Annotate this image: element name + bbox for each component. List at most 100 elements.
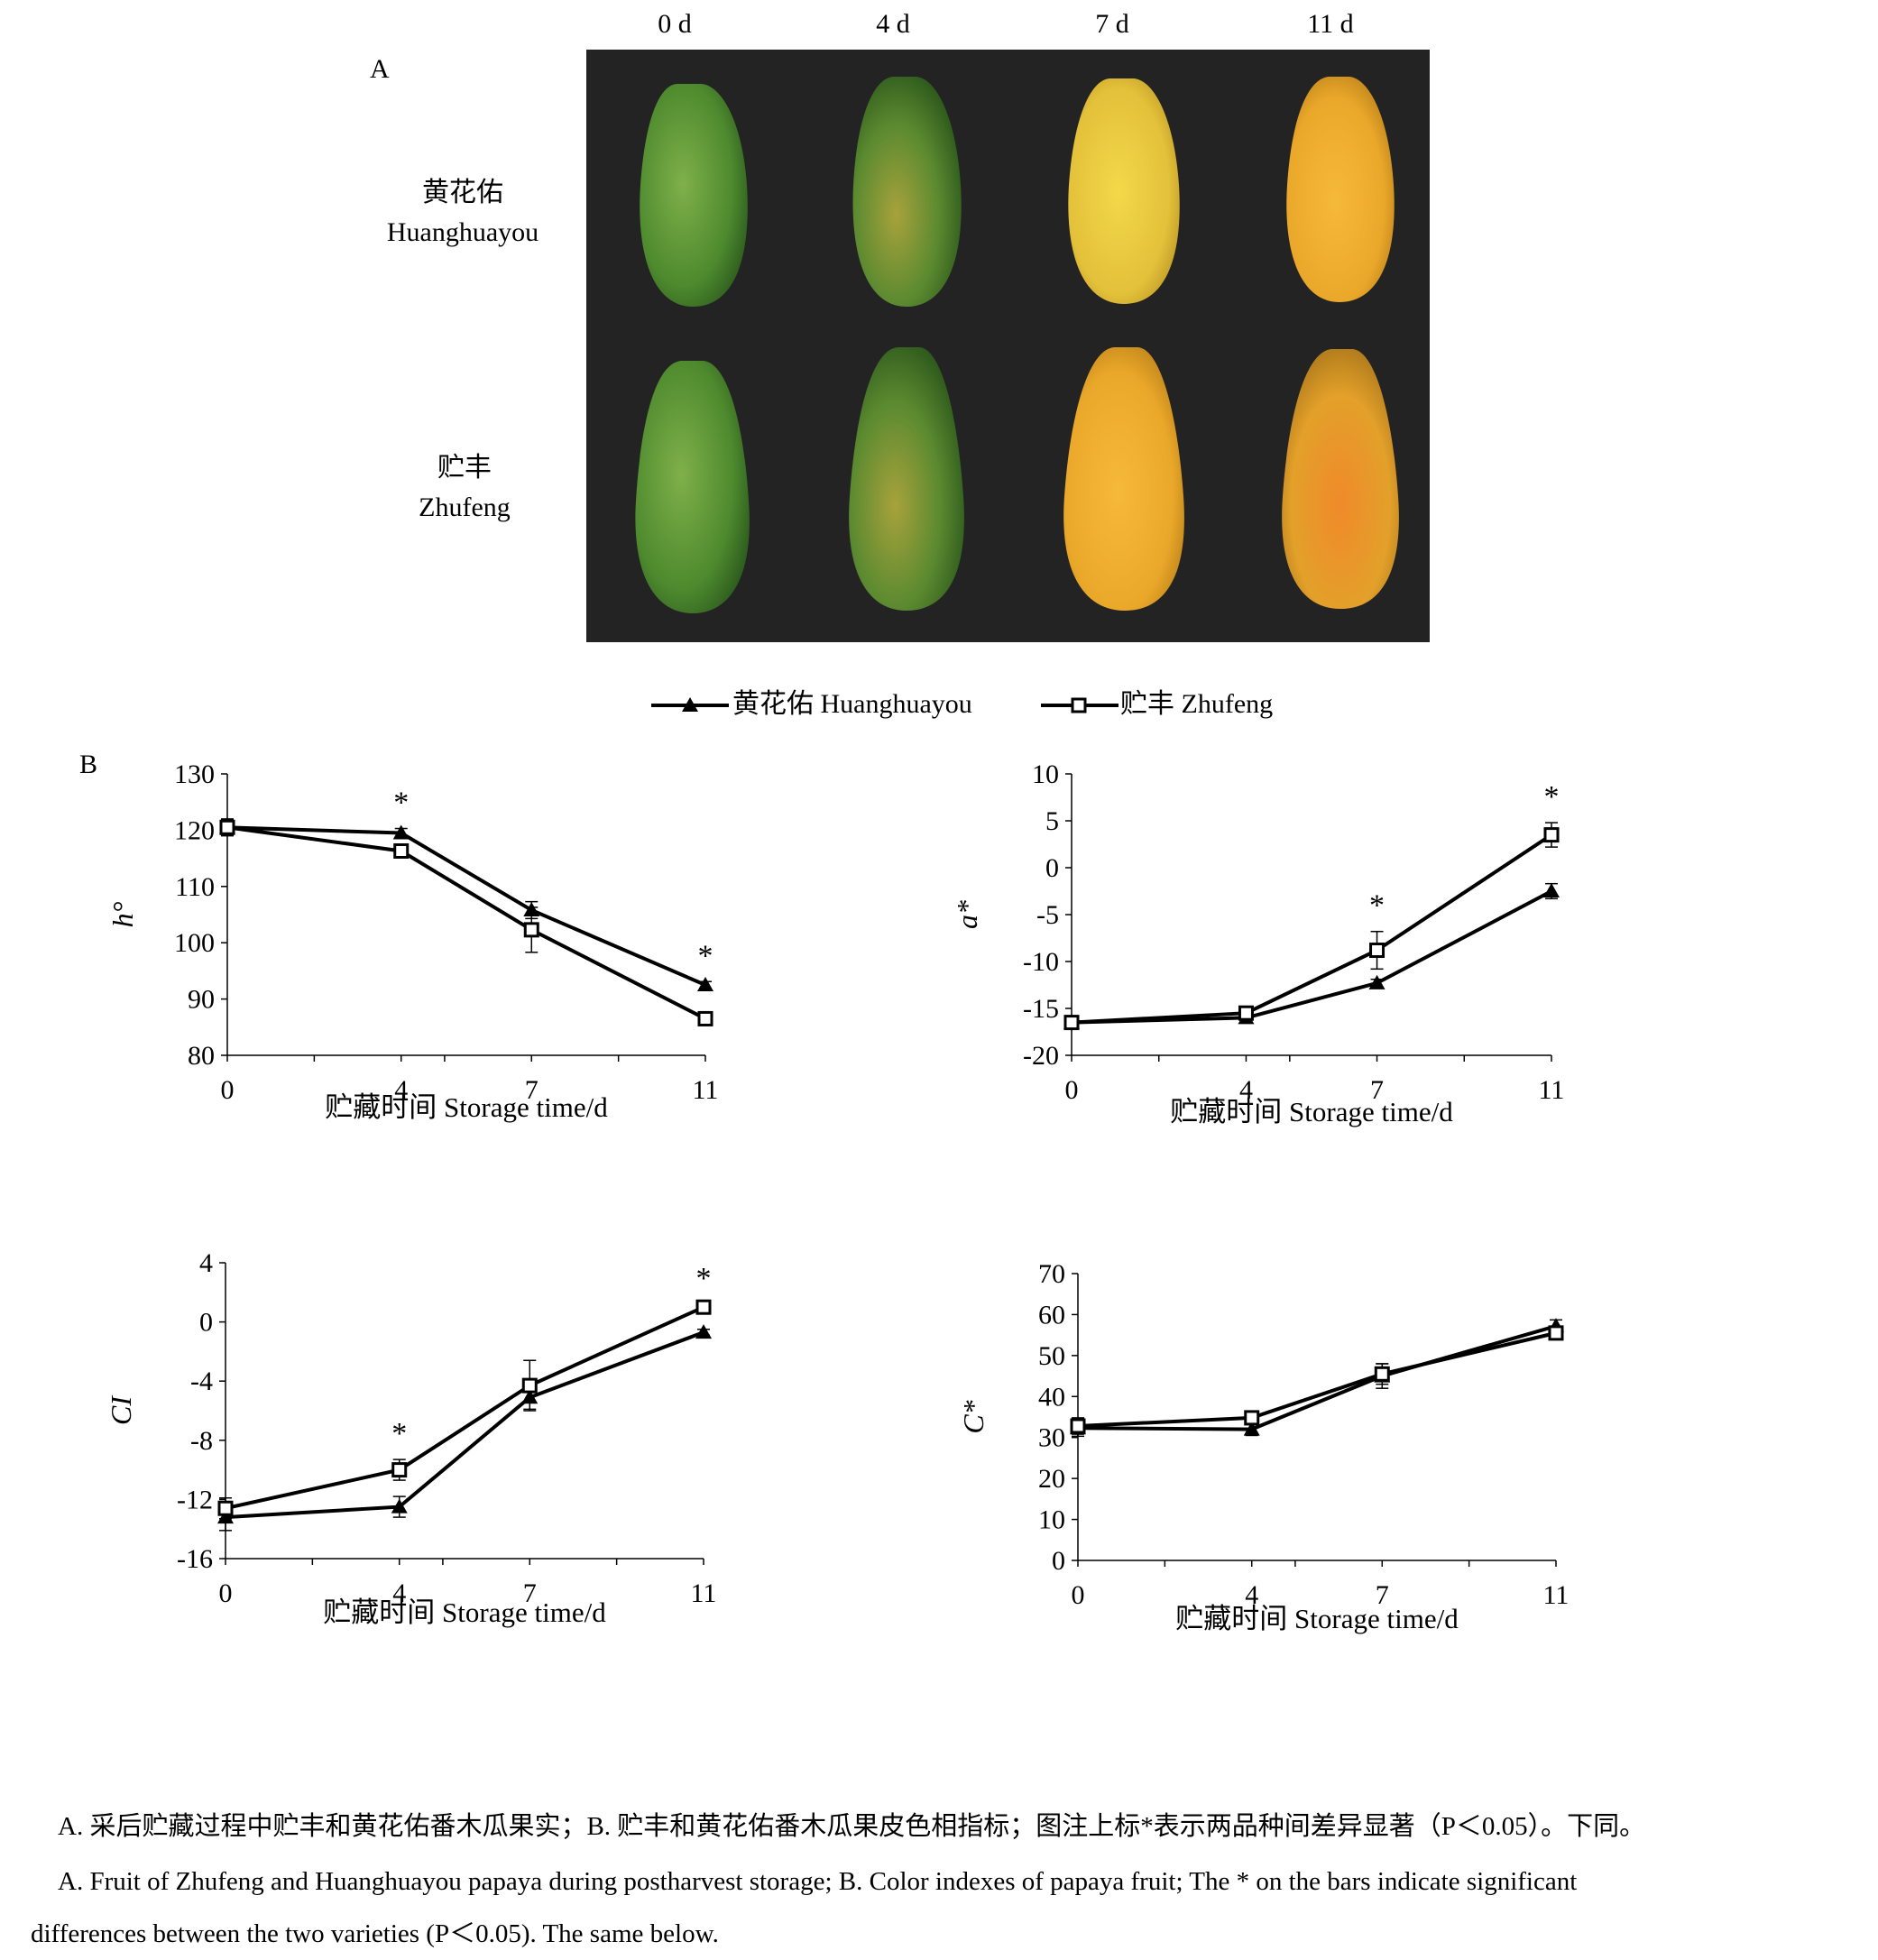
data-point-square xyxy=(695,1299,712,1315)
y-tick-label: 90 xyxy=(188,985,215,1015)
x-tick-label: 4 xyxy=(1245,1580,1258,1610)
series-line-huanghuayou xyxy=(225,1330,704,1520)
column-label-0d: 0 d xyxy=(658,9,692,39)
data-point-square xyxy=(1244,1410,1260,1426)
papaya-huanghuayou-11d xyxy=(1286,77,1395,302)
caption-cn: A. 采后贮藏过程中贮丰和黄花佑番木瓜果实；B. 贮丰和黄花佑番木瓜果皮色相指标… xyxy=(58,1812,1646,1841)
x-tick-label: 7 xyxy=(1370,1075,1384,1105)
data-point-square xyxy=(1369,943,1385,959)
row-label-zhufeng: 贮丰 Zhufeng xyxy=(352,448,577,527)
legend-label-zhufeng: 贮丰 Zhufeng xyxy=(1120,689,1274,719)
x-tick-label: 0 xyxy=(219,1578,233,1608)
papaya-huanghuayou-4d xyxy=(852,77,962,307)
chart-color-index: -16 -12 -8 -4 0 4 0 4 7 11 贮藏时间 Storage time/d CI * * xyxy=(105,1248,717,1628)
x-tick-label: 7 xyxy=(525,1075,539,1105)
y-tick-label: 40 xyxy=(1038,1382,1065,1412)
y-tick-label: -4 xyxy=(190,1366,213,1396)
x-tick-label: 4 xyxy=(394,1075,408,1105)
column-label-7d: 7 d xyxy=(1095,9,1129,39)
row-label-cn: 贮丰 xyxy=(437,453,492,483)
series-line-huanghuayou xyxy=(1077,1324,1557,1431)
x-axis-label: 贮藏时间 Storage time/d xyxy=(323,1597,606,1628)
column-label-4d: 4 d xyxy=(876,9,910,39)
y-tick-label: 5 xyxy=(1045,806,1059,836)
papaya-photo-drawing xyxy=(635,77,1399,613)
data-point-triangle xyxy=(695,1324,712,1339)
y-tick-label: -16 xyxy=(177,1544,213,1574)
papaya-huanghuayou-7d xyxy=(1068,78,1180,304)
data-point-triangle xyxy=(392,824,410,840)
data-point-square xyxy=(523,922,539,938)
row-label-huanghuayou: 黄花佑 Huanghuayou xyxy=(350,173,575,252)
chart-chroma: 0 10 20 30 40 50 60 70 0 4 7 11 贮藏时间 Storage time/d C… xyxy=(957,1259,1570,1634)
x-tick-label: 0 xyxy=(1065,1075,1079,1105)
data-point-square xyxy=(1543,827,1560,843)
legend: 黄花佑 Huanghuayou 贮丰 Zhufeng xyxy=(649,686,1299,725)
y-tick-label: 10 xyxy=(1038,1505,1065,1535)
x-axis-label: 贮藏时间 Storage time/d xyxy=(1170,1096,1453,1127)
y-tick-label: 50 xyxy=(1038,1341,1065,1371)
legend-label-huanghuayou: 黄花佑 Huanghuayou xyxy=(732,689,972,719)
x-tick-label: 11 xyxy=(693,1075,719,1105)
papaya-zhufeng-0d xyxy=(635,361,750,613)
significance-mark: * xyxy=(1369,889,1385,923)
y-tick-label: 0 xyxy=(1045,853,1059,883)
y-tick-label: 20 xyxy=(1038,1464,1065,1494)
x-tick-label: 4 xyxy=(1239,1075,1253,1105)
y-axis-label: h° xyxy=(106,901,139,927)
y-tick-label: -12 xyxy=(177,1485,213,1514)
x-tick-label: 0 xyxy=(1072,1580,1085,1610)
papaya-zhufeng-7d xyxy=(1063,347,1184,611)
y-tick-label: 120 xyxy=(174,815,215,845)
y-tick-label: -20 xyxy=(1023,1041,1059,1071)
y-tick-label: 0 xyxy=(1052,1546,1065,1576)
chart-a-star: -20 -15 -10 -5 0 5 10 0 4 7 11 贮藏时间 Storage time/d a… xyxy=(951,759,1564,1127)
data-point-square xyxy=(1374,1366,1390,1382)
legend-line-huanghuayou xyxy=(651,697,729,712)
series-line-huanghuayou xyxy=(1071,889,1552,1025)
column-label-11d: 11 d xyxy=(1307,9,1354,39)
data-point-square xyxy=(1238,1005,1254,1021)
y-tick-label: 30 xyxy=(1038,1423,1065,1453)
y-tick-label: 70 xyxy=(1038,1259,1065,1289)
y-tick-label: 0 xyxy=(199,1308,213,1338)
data-point-triangle xyxy=(1243,1421,1260,1436)
panel-a-label: A xyxy=(370,54,390,84)
series-line-huanghuayou xyxy=(226,825,706,987)
x-tick-label: 7 xyxy=(523,1578,537,1608)
data-point-square xyxy=(219,819,235,835)
x-tick-label: 7 xyxy=(1376,1580,1389,1610)
papaya-zhufeng-4d xyxy=(849,347,964,611)
data-point-square xyxy=(217,1500,234,1516)
row-label-en: Zhufeng xyxy=(419,492,511,522)
data-point-square xyxy=(1070,1418,1086,1434)
data-point-square xyxy=(521,1377,538,1394)
data-point-square xyxy=(1548,1325,1564,1341)
y-tick-label: 80 xyxy=(188,1041,215,1071)
y-tick-label: -8 xyxy=(190,1426,213,1456)
y-tick-label: 10 xyxy=(1032,759,1059,789)
data-point-square xyxy=(1063,1015,1080,1031)
y-tick-label: 60 xyxy=(1038,1300,1065,1330)
x-tick-label: 11 xyxy=(1543,1580,1570,1610)
x-tick-label: 11 xyxy=(691,1578,717,1608)
data-point-triangle xyxy=(1368,974,1385,989)
y-tick-label: 110 xyxy=(175,872,215,902)
papaya-photo xyxy=(586,50,1430,642)
row-label-en: Huanghuayou xyxy=(386,216,539,247)
x-tick-label: 4 xyxy=(392,1578,406,1608)
y-tick-label: -15 xyxy=(1023,994,1059,1024)
y-axis-label: a* xyxy=(951,900,983,929)
data-point-square xyxy=(391,1462,408,1478)
series-line-zhufeng xyxy=(226,825,706,1021)
y-axis-label: CI xyxy=(105,1395,137,1425)
data-point-triangle xyxy=(391,1498,408,1514)
series-line-zhufeng xyxy=(225,1305,704,1511)
chart-hue-angle: 80 90 100 110 120 130 0 4 7 11 贮藏时间 Storage time/d… xyxy=(106,759,719,1123)
significance-mark: * xyxy=(698,939,713,972)
data-point-square xyxy=(697,1010,713,1026)
papaya-huanghuayou-0d xyxy=(640,84,748,307)
series-line-zhufeng xyxy=(1071,833,1553,1025)
x-axis-label: 贮藏时间 Storage time/d xyxy=(1175,1603,1459,1634)
legend-line-zhufeng xyxy=(1041,697,1119,713)
